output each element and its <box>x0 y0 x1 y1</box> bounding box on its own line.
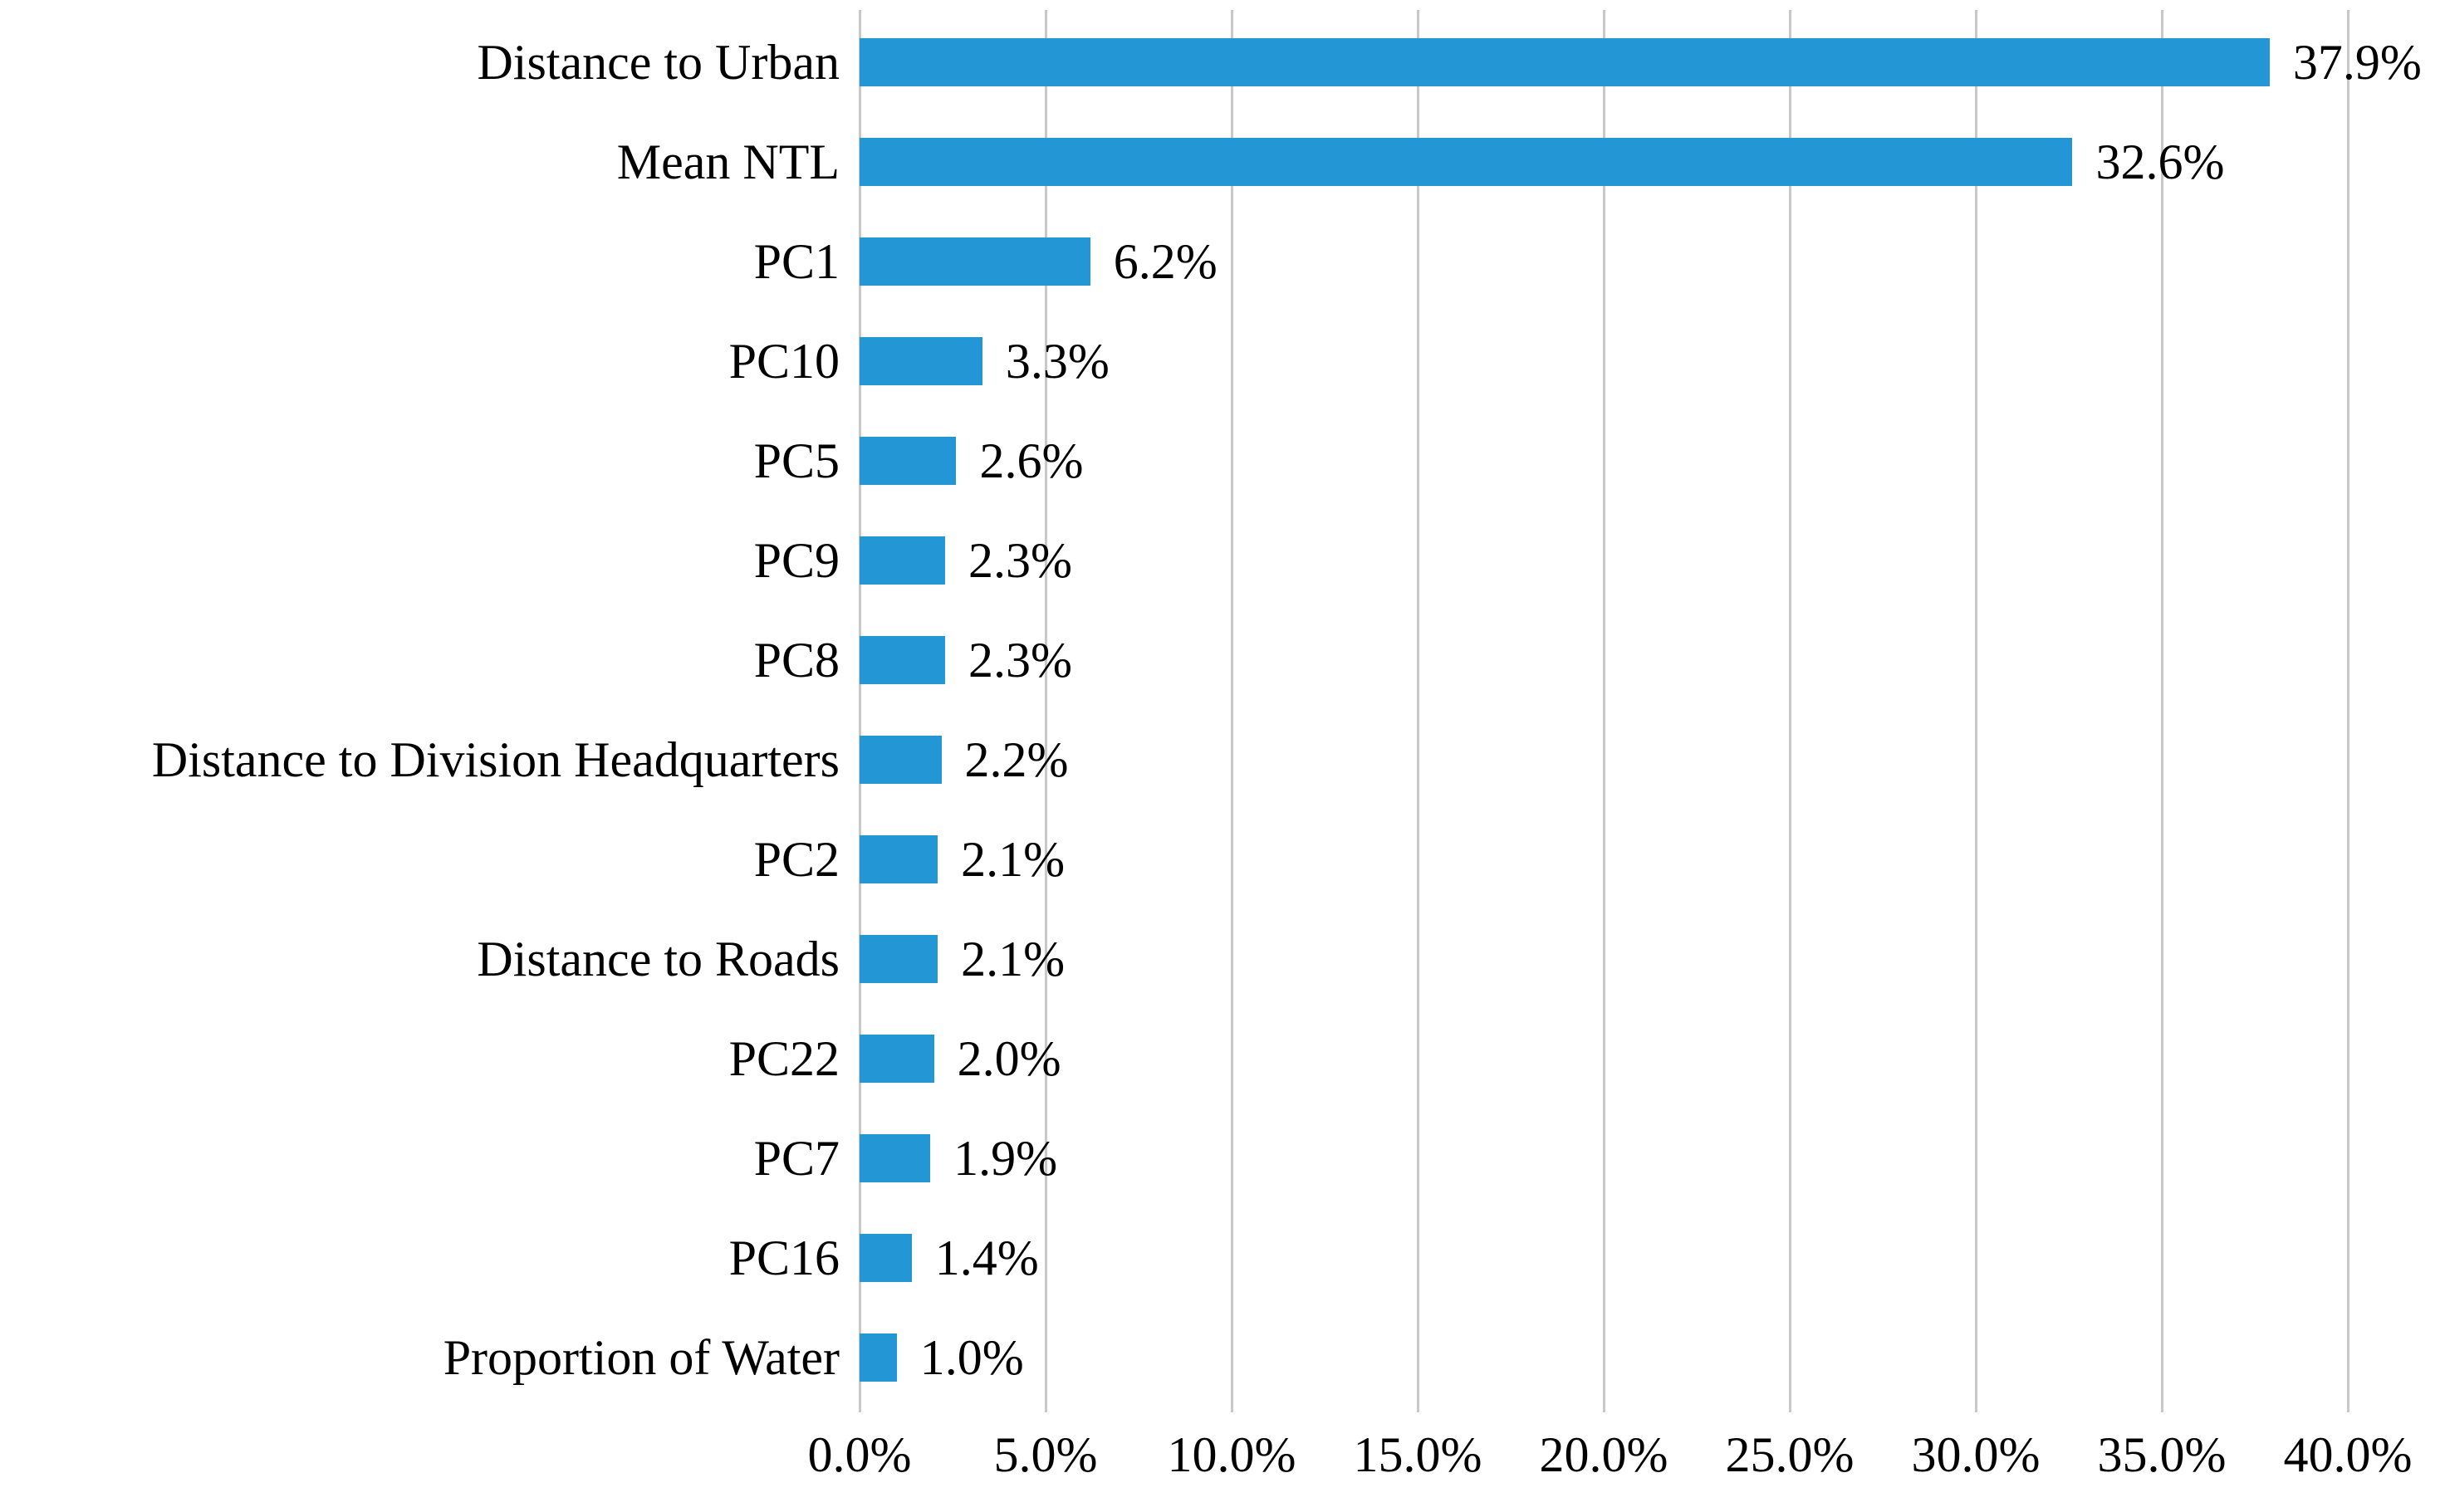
bar-row: PC5 2.6% <box>0 411 2445 511</box>
category-label: PC16 <box>728 1231 840 1285</box>
value-label: 37.9% <box>2292 35 2422 90</box>
value-label: 2.6% <box>979 433 1084 488</box>
bar <box>860 337 982 385</box>
bar-row: PC2 2.1% <box>0 810 2445 909</box>
bar <box>860 138 2073 186</box>
bar <box>860 536 946 585</box>
gridline <box>858 10 861 1412</box>
category-label: PC7 <box>753 1131 840 1186</box>
bar-row: Mean NTL 32.6% <box>0 112 2445 212</box>
bar <box>860 237 1090 286</box>
value-label: 1.9% <box>953 1131 1058 1186</box>
category-label: Distance to Roads <box>477 932 840 986</box>
x-tick-label: 20.0% <box>1539 1427 1668 1482</box>
bar-rows: Distance to Urban 37.9% Mean NTL 32.6% PC1 6.… <box>0 12 2445 1407</box>
value-label: 2.3% <box>968 633 1073 687</box>
bar-row: PC8 2.3% <box>0 610 2445 710</box>
bar-track: 32.6% <box>860 112 2348 212</box>
bar-track: 2.1% <box>860 909 2348 1009</box>
value-label: 6.2% <box>1113 234 1218 289</box>
category-label: PC10 <box>728 334 840 389</box>
x-tick-label: 35.0% <box>2097 1427 2227 1482</box>
bar-row: PC10 3.3% <box>0 311 2445 411</box>
bar-track: 3.3% <box>860 311 2348 411</box>
bar-track: 2.0% <box>860 1009 2348 1108</box>
category-label: PC9 <box>753 533 840 588</box>
bar-row: Distance to Roads 2.1% <box>0 909 2445 1009</box>
x-tick-label: 0.0% <box>807 1427 912 1482</box>
x-axis: 0.0% 5.0% 10.0% 15.0% 20.0% 25.0% 30.0% 35.0% 40… <box>808 1427 2413 1505</box>
value-label: 32.6% <box>2095 135 2225 189</box>
category-label: Mean NTL <box>616 135 840 189</box>
x-tick-label: 10.0% <box>1167 1427 1296 1482</box>
bar-row: Distance to Urban 37.9% <box>0 12 2445 112</box>
bar-track: 2.3% <box>860 610 2348 710</box>
value-label: 3.3% <box>1005 334 1110 389</box>
bar <box>860 736 942 784</box>
gridline <box>1044 10 1047 1412</box>
category-label: PC5 <box>753 433 840 488</box>
bar-track: 1.0% <box>860 1308 2348 1407</box>
gridline <box>2160 10 2163 1412</box>
bar <box>860 1333 897 1382</box>
bar <box>860 38 2270 86</box>
x-tick-label: 25.0% <box>1725 1427 1855 1482</box>
bar <box>860 1234 912 1282</box>
bar-row: PC16 1.4% <box>0 1208 2445 1308</box>
category-label: Distance to Urban <box>477 35 840 90</box>
bar-track: 37.9% <box>860 12 2422 112</box>
category-label: Proportion of Water <box>443 1330 840 1385</box>
gridline <box>2346 10 2349 1412</box>
value-label: 2.1% <box>961 932 1066 986</box>
gridline <box>1230 10 1233 1412</box>
category-label: PC8 <box>753 633 840 687</box>
bar-track: 2.3% <box>860 511 2348 610</box>
bar <box>860 835 938 883</box>
value-label: 1.4% <box>934 1231 1039 1285</box>
category-label: Distance to Division Headquarters <box>151 732 840 787</box>
value-label: 1.0% <box>919 1330 1024 1385</box>
bar-track: 2.6% <box>860 411 2348 511</box>
bar <box>860 1035 934 1083</box>
category-label: PC2 <box>753 832 840 887</box>
x-tick-label: 40.0% <box>2283 1427 2413 1482</box>
category-label: PC1 <box>753 234 840 289</box>
value-label: 2.2% <box>964 732 1069 787</box>
x-tick-label: 5.0% <box>993 1427 1098 1482</box>
bar-track: 2.2% <box>860 710 2348 810</box>
bar <box>860 437 957 485</box>
bar-row: PC9 2.3% <box>0 511 2445 610</box>
bar-row: Proportion of Water 1.0% <box>0 1308 2445 1407</box>
gridline <box>1788 10 1791 1412</box>
x-tick-label: 15.0% <box>1353 1427 1482 1482</box>
bar-row: PC1 6.2% <box>0 212 2445 311</box>
bar <box>860 636 946 684</box>
value-label: 2.0% <box>957 1031 1061 1086</box>
gridline <box>1974 10 1977 1412</box>
value-label: 2.3% <box>968 533 1073 588</box>
value-label: 2.1% <box>961 832 1066 887</box>
bar-row: PC22 2.0% <box>0 1009 2445 1108</box>
gridline <box>1416 10 1419 1412</box>
bar-row: Distance to Division Headquarters 2.2% <box>0 710 2445 810</box>
bar-track: 1.9% <box>860 1108 2348 1208</box>
category-label: PC22 <box>728 1031 840 1086</box>
bar-row: PC7 1.9% <box>0 1108 2445 1208</box>
gridline <box>1602 10 1605 1412</box>
x-tick-label: 30.0% <box>1911 1427 2041 1482</box>
bar-track: 6.2% <box>860 212 2348 311</box>
bar-track: 1.4% <box>860 1208 2348 1308</box>
bar <box>860 935 938 983</box>
bar <box>860 1134 931 1182</box>
plot-area <box>858 10 2349 1412</box>
bar-track: 2.1% <box>860 810 2348 909</box>
